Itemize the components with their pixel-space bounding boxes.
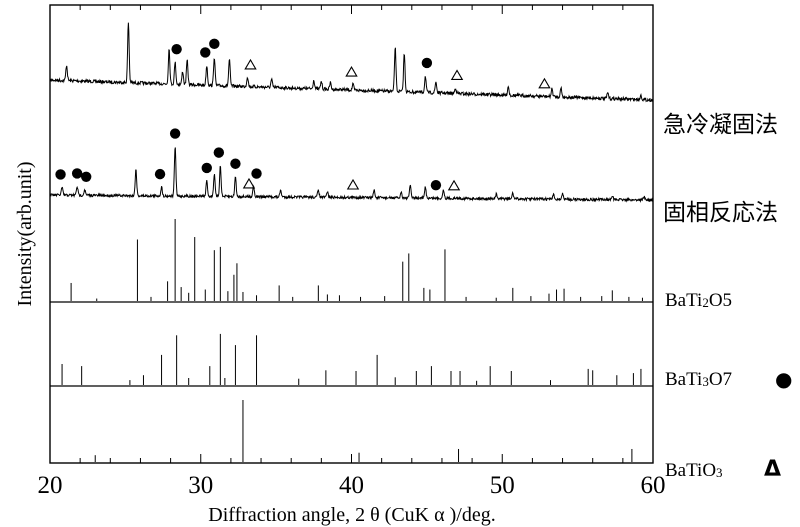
ref-symbol-bati3o7: ● xyxy=(775,367,792,391)
pattern-line-2 xyxy=(49,147,654,204)
series-label-solid-state-reaction: 固相反応法 xyxy=(663,200,778,226)
marker-triangle-s1-3 xyxy=(244,58,257,70)
marker-circle-s2-2 xyxy=(80,171,92,182)
x-tick-label-20: 20 xyxy=(38,472,63,499)
marker-circle-s2-6 xyxy=(213,147,225,158)
experimental-patterns xyxy=(49,22,654,204)
x-axis-label: Diffraction angle, 2 θ (CuK α )/deg. xyxy=(208,504,495,526)
ref-label-batio3: BaTiO3 xyxy=(665,460,723,481)
x-tick-label-30: 30 xyxy=(188,472,213,499)
marker-circle-s1-5 xyxy=(421,57,433,69)
x-tick-label-50: 50 xyxy=(490,472,515,499)
marker-circle-s1-1 xyxy=(200,47,211,58)
marker-triangle-s2-8 xyxy=(242,177,256,189)
y-axis-label: Intensity(arb.unit) xyxy=(14,162,36,307)
ref-symbol-batio3: Δ xyxy=(764,457,781,482)
marker-triangle-s1-7 xyxy=(538,77,551,89)
marker-circle-s2-0 xyxy=(55,169,66,180)
marker-circle-s2-5 xyxy=(201,162,212,174)
marker-triangle-s1-4 xyxy=(345,65,358,77)
marker-circle-s2-11 xyxy=(430,179,442,191)
pattern-line-1 xyxy=(49,22,654,103)
phase-markers xyxy=(55,38,551,191)
marker-circle-s2-3 xyxy=(154,168,166,180)
series-label-rapid-solidification: 急冷凝固法 xyxy=(663,112,778,138)
marker-circle-s2-7 xyxy=(230,158,241,169)
x-tick-label-60: 60 xyxy=(641,472,666,499)
marker-triangle-s2-12 xyxy=(447,179,461,191)
marker-triangle-s2-10 xyxy=(346,178,360,190)
x-tick-label-40: 40 xyxy=(339,472,364,499)
marker-circle-s2-1 xyxy=(71,168,83,179)
ref-label-bati3o7: BaTi3O7 xyxy=(665,369,732,390)
marker-circle-s1-2 xyxy=(209,38,220,50)
marker-circle-s2-9 xyxy=(251,168,262,179)
ref-label-batio2o5: BaTi2O5 xyxy=(665,290,732,311)
marker-circle-s2-4 xyxy=(169,128,181,139)
marker-circle-s1-0 xyxy=(171,43,182,55)
x-axis: 20 30 40 50 60 xyxy=(38,5,666,499)
marker-triangle-s1-6 xyxy=(450,69,464,80)
reference-patterns xyxy=(50,219,653,462)
